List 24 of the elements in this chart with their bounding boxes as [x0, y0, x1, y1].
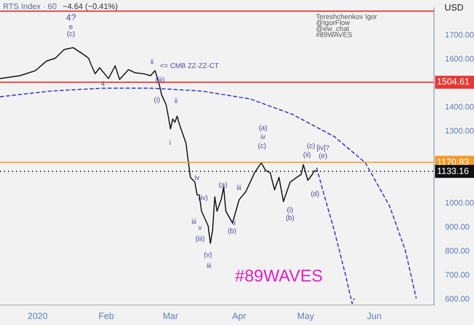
annotation: #89WAVES [235, 266, 323, 286]
line-series [0, 88, 417, 300]
annotation: 4? [66, 12, 76, 22]
x-tick-label: May [297, 311, 315, 322]
x-tick-label: Feb [98, 311, 114, 322]
chart-subtitle: −4.64 (−0.41%) [62, 2, 118, 12]
x-tick-label: Mar [162, 311, 178, 322]
y-tick-label: 800.00 [445, 246, 470, 256]
x-tick-label: 2020 [28, 311, 48, 322]
y-tick-label: 900.00 [445, 222, 470, 232]
y-axis-title: USD [444, 2, 464, 12]
x-tick-label: Jun [366, 311, 382, 322]
y-tick-label: 1600.00 [445, 54, 474, 64]
ref-line-label: 1133.16 [437, 166, 469, 176]
y-tick-label: 1000.00 [445, 198, 474, 208]
ref-line-label: 1504.61 [437, 76, 470, 87]
ref-line-label: 1170.83 [437, 156, 469, 167]
y-tick-label: 1400.00 [445, 102, 474, 112]
y-tick-label: 1700.00 [445, 30, 474, 40]
x-tick-label: Apr [232, 311, 246, 322]
y-tick-label: 600.00 [445, 294, 470, 304]
y-tick-label: 1300.00 [445, 126, 474, 136]
y-tick-label: 700.00 [445, 270, 470, 280]
chart-title: RTS Index · 60 [3, 2, 58, 12]
